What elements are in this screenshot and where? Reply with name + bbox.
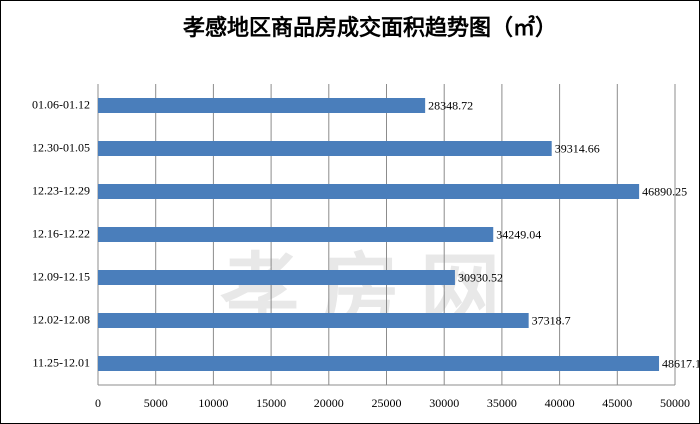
y-tick-label: 12.02-12.08	[32, 312, 90, 326]
value-label: 39314.66	[555, 141, 600, 155]
y-tick-label: 12.30-01.05	[32, 140, 90, 154]
chart-title: 孝感地区商品房成交面积趋势图（㎡）	[182, 15, 557, 40]
x-tick-label: 0	[95, 396, 101, 410]
bar	[98, 270, 455, 285]
x-tick-label: 5000	[144, 396, 168, 410]
x-tick-label: 25000	[372, 396, 402, 410]
value-label: 34249.04	[496, 227, 541, 241]
bar	[98, 356, 660, 371]
x-tick-label: 35000	[487, 396, 517, 410]
value-label: 48617.19	[662, 356, 700, 370]
x-tick-label: 50000	[660, 396, 690, 410]
value-label: 37318.7	[532, 313, 571, 327]
x-tick-label: 20000	[314, 396, 344, 410]
bar	[98, 227, 494, 242]
value-label: 28348.72	[428, 98, 473, 112]
y-tick-label: 12.16-12.22	[32, 226, 90, 240]
y-tick-label: 11.25-12.01	[32, 355, 90, 369]
y-tick-label: 01.06-01.12	[32, 97, 90, 111]
x-tick-label: 15000	[256, 396, 286, 410]
value-label: 46890.25	[642, 184, 687, 198]
value-label: 30930.52	[458, 270, 503, 284]
x-tick-label: 45000	[602, 396, 632, 410]
y-tick-label: 12.23-12.29	[32, 183, 90, 197]
x-tick-label: 30000	[429, 396, 459, 410]
bar	[98, 184, 640, 199]
bar	[98, 141, 552, 156]
x-tick-label: 40000	[545, 396, 575, 410]
bar	[98, 313, 529, 328]
bar	[98, 98, 426, 113]
y-tick-label: 12.09-12.15	[32, 269, 90, 283]
x-tick-label: 10000	[198, 396, 228, 410]
